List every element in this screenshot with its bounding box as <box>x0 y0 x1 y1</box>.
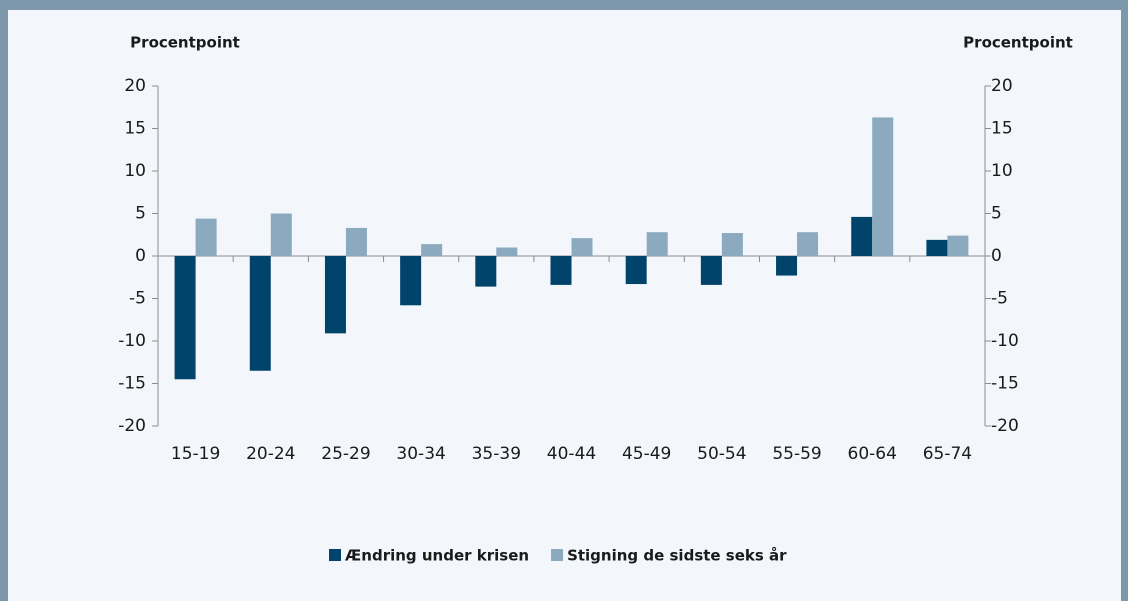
y2-tick-label: 10 <box>991 161 1013 181</box>
bar <box>496 247 518 256</box>
bar <box>700 256 722 285</box>
bar <box>475 256 497 287</box>
header-band <box>0 0 1128 10</box>
bar <box>270 213 292 256</box>
y2-tick-label: 15 <box>991 119 1013 139</box>
y-tick-label: 5 <box>135 204 146 224</box>
x-tick-label: 45-49 <box>622 444 671 464</box>
bar <box>249 256 271 371</box>
y2-tick-label: -5 <box>991 289 1008 309</box>
y-tick-label: 10 <box>124 161 146 181</box>
bar <box>550 256 572 285</box>
bar <box>797 232 819 256</box>
y-tick-label: -10 <box>118 331 146 351</box>
y-tick-label: -20 <box>118 416 146 436</box>
legend-label: Ændring under krisen <box>345 547 529 565</box>
x-tick-label: 20-24 <box>246 444 295 464</box>
x-tick-label: 55-59 <box>772 444 821 464</box>
y-axis-label: Procentpoint <box>130 34 240 52</box>
right-border <box>1121 0 1128 601</box>
x-tick-label: 35-39 <box>472 444 521 464</box>
bar <box>571 238 593 256</box>
bar <box>776 256 798 276</box>
bar <box>721 233 743 256</box>
bar <box>400 256 422 306</box>
bar <box>174 256 196 380</box>
bar <box>851 216 873 256</box>
y2-tick-label: -20 <box>991 416 1019 436</box>
y-tick-label: 15 <box>124 119 146 139</box>
bar <box>345 227 367 256</box>
bar <box>324 256 346 334</box>
bar <box>421 244 443 256</box>
x-tick-label: 60-64 <box>848 444 897 464</box>
x-tick-label: 50-54 <box>697 444 746 464</box>
y2-tick-label: 5 <box>991 204 1002 224</box>
x-tick-label: 40-44 <box>547 444 596 464</box>
left-border <box>0 0 8 601</box>
bar <box>625 256 647 285</box>
y-tick-label: 20 <box>124 76 146 96</box>
bar <box>872 117 894 256</box>
x-tick-label: 15-19 <box>171 444 220 464</box>
legend-label: Stigning de sidste seks år <box>567 547 787 565</box>
bar <box>195 218 217 256</box>
bar <box>646 232 668 256</box>
legend-swatch <box>329 549 341 561</box>
y2-tick-label: 20 <box>991 76 1013 96</box>
x-tick-label: 30-34 <box>396 444 445 464</box>
y-tick-label: 0 <box>135 246 146 266</box>
y-tick-label: -5 <box>129 289 146 309</box>
x-tick-label: 25-29 <box>321 444 370 464</box>
bar <box>947 235 969 256</box>
y-tick-label: -15 <box>118 374 146 394</box>
y2-tick-label: -10 <box>991 331 1019 351</box>
y2-tick-label: -15 <box>991 374 1019 394</box>
y2-axis-label: Procentpoint <box>963 34 1073 52</box>
legend-swatch <box>551 549 564 561</box>
bar <box>926 239 948 256</box>
y2-tick-label: 0 <box>991 246 1002 266</box>
x-tick-label: 65-74 <box>923 444 972 464</box>
